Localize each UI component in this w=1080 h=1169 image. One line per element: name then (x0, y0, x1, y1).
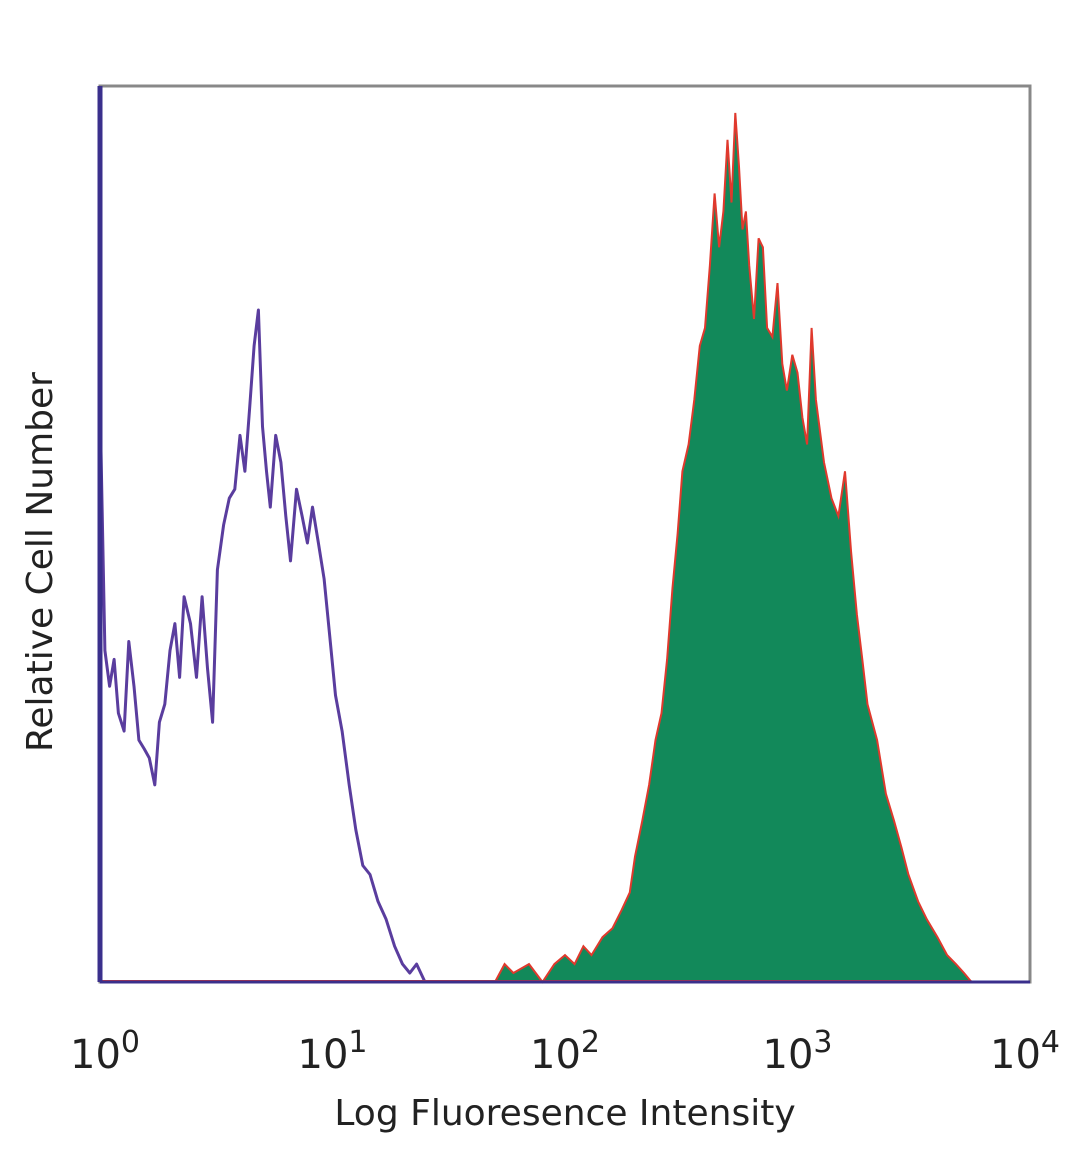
x-tick-label: 103 (763, 1025, 833, 1078)
x-axis-title: Log Fluoresence Intensity (334, 1093, 795, 1134)
x-tick-label: 102 (530, 1025, 600, 1078)
series-0-line (98, 308, 427, 983)
series-1-edge-line (494, 112, 973, 984)
y-axis-title: Relative Cell Number (20, 372, 61, 752)
x-tick-labels: 100 101 102 103 104 (70, 1025, 1060, 1078)
x-tick-label: 100 (70, 1025, 140, 1078)
x-tick-label: 104 (990, 1025, 1060, 1078)
x-tick-label: 101 (298, 1025, 368, 1078)
series-1-area (495, 112, 972, 982)
